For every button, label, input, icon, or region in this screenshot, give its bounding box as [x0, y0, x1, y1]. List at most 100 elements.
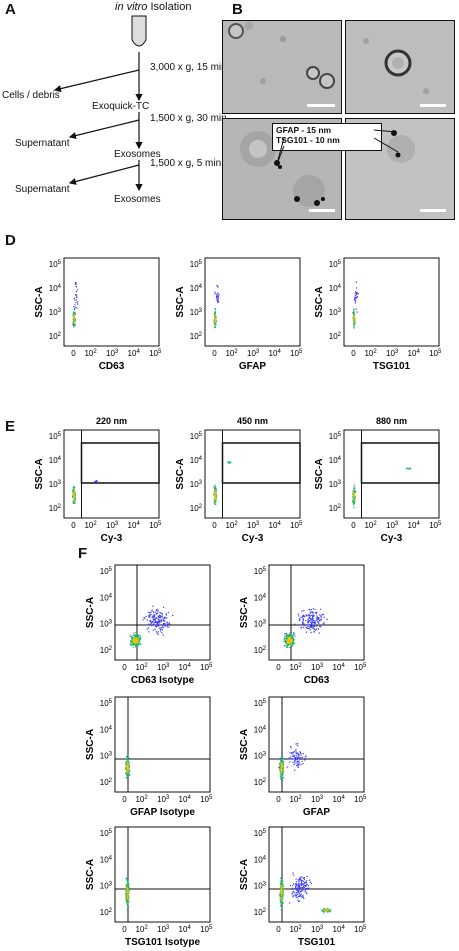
- event-dot: [217, 299, 219, 301]
- event-dot: [293, 750, 295, 753]
- event-dot: [316, 617, 318, 619]
- event-dot: [281, 776, 283, 778]
- event-dot: [355, 291, 357, 293]
- event-dot: [353, 324, 355, 326]
- event-dot: [313, 614, 315, 616]
- event-dot: [135, 645, 138, 647]
- flow-plot-f5: 102 103 104 105 0 102 103 104 105 SSC-A TSG101 Iso…: [85, 826, 213, 948]
- event-dot: [352, 500, 354, 502]
- event-dot: [127, 769, 129, 771]
- event-dot: [157, 610, 159, 612]
- event-dot: [289, 636, 292, 639]
- event-dot: [213, 319, 215, 321]
- tick-label: 105: [200, 795, 213, 804]
- event-dot: [408, 468, 410, 470]
- event-dot: [311, 624, 313, 626]
- event-dot: [157, 625, 159, 627]
- event-dot: [75, 299, 78, 301]
- event-dot: [295, 743, 297, 745]
- event-dot: [161, 626, 163, 628]
- event-dot: [292, 638, 294, 640]
- tick-label: 102: [49, 504, 62, 513]
- event-dot: [214, 319, 216, 321]
- tick-label: 104: [100, 855, 113, 864]
- event-dot: [74, 497, 76, 500]
- flow-plot-d3: 102 103 104 105 0 102 103 104 105 SSC-A TSG101: [314, 257, 442, 372]
- event-dot: [279, 768, 281, 770]
- event-dot: [323, 908, 325, 910]
- event-dot: [95, 481, 97, 483]
- tick-label: 0: [351, 521, 356, 530]
- event-dot: [293, 634, 295, 636]
- flowchart-arrows: [53, 15, 147, 192]
- event-dot: [302, 621, 304, 623]
- event-dot: [72, 496, 74, 498]
- event-dot: [126, 777, 128, 779]
- plot-title: 880 nm: [376, 416, 407, 426]
- event-dot: [409, 468, 411, 470]
- event-dot: [314, 620, 316, 622]
- event-dot: [279, 899, 281, 901]
- event-dot: [355, 490, 357, 492]
- event-dot: [302, 763, 304, 765]
- event-dot: [330, 909, 332, 911]
- event-dot: [214, 484, 216, 486]
- event-dot: [311, 611, 313, 613]
- event-dot: [151, 609, 153, 611]
- event-dot: [282, 773, 284, 776]
- event-dot: [166, 624, 169, 626]
- event-dot: [299, 876, 301, 878]
- event-dot: [302, 615, 304, 617]
- immunogold-legend: GFAP - 15 nm TSG101 - 10 nm: [272, 123, 382, 151]
- product-2: Exosomes: [114, 149, 161, 160]
- event-dot: [286, 641, 288, 643]
- side-product-3: Supernatant: [15, 184, 70, 195]
- event-dot: [150, 619, 152, 621]
- event-dot: [75, 295, 77, 297]
- event-dot: [71, 496, 74, 498]
- event-dot: [281, 773, 283, 776]
- event-dot: [213, 485, 215, 488]
- event-dot: [159, 617, 162, 619]
- event-dot: [308, 624, 311, 626]
- event-dot: [308, 627, 310, 630]
- flow-plot-e2: 102 103 104 105 0 102 103 104 105 SSC-A Cy-3 450 nm: [175, 416, 303, 544]
- event-dot: [126, 886, 128, 888]
- event-dot: [75, 282, 77, 285]
- event-dot: [217, 298, 219, 300]
- event-dot: [142, 619, 144, 621]
- event-dot: [281, 879, 283, 881]
- event-dot: [281, 775, 283, 777]
- event-dot: [282, 898, 284, 900]
- event-dot: [303, 878, 306, 880]
- plot-title: 450 nm: [237, 416, 268, 426]
- event-dot: [214, 326, 216, 328]
- event-dot: [280, 879, 282, 881]
- event-dot: [136, 635, 138, 637]
- tick-label: 102: [254, 646, 267, 655]
- event-dot: [154, 619, 156, 621]
- event-dot: [155, 609, 157, 611]
- event-dot: [295, 886, 297, 888]
- event-dot: [126, 774, 128, 776]
- event-dot: [125, 896, 127, 899]
- event-dot: [168, 622, 170, 624]
- event-dot: [286, 638, 288, 640]
- x-axis-label: CD63: [304, 675, 330, 686]
- event-dot: [313, 628, 315, 630]
- event-dot: [295, 749, 297, 751]
- event-dot: [295, 888, 297, 890]
- event-dot: [355, 296, 357, 299]
- event-dot: [137, 634, 139, 636]
- event-dot: [318, 632, 320, 634]
- event-dot: [215, 316, 217, 318]
- event-dot: [297, 883, 299, 885]
- event-dot: [352, 496, 354, 498]
- event-dot: [308, 887, 310, 889]
- event-dot: [73, 307, 75, 310]
- event-dot: [355, 281, 357, 283]
- event-dot: [73, 491, 75, 493]
- event-dot: [148, 616, 151, 618]
- event-dot: [125, 894, 127, 896]
- event-dot: [305, 615, 307, 617]
